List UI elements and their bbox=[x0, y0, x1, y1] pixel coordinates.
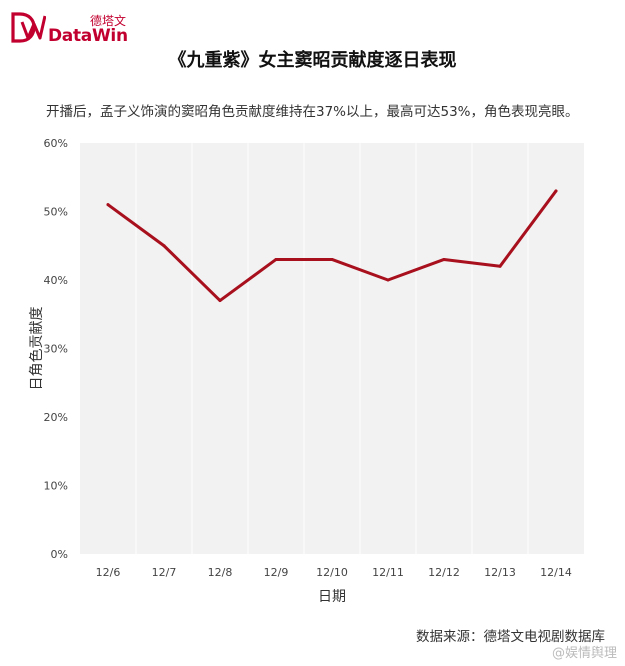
data-point bbox=[106, 203, 110, 207]
data-point bbox=[218, 299, 222, 303]
data-point bbox=[162, 244, 166, 248]
y-axis-ticks: 0% 10% 20% 30% 40% 50% 60% bbox=[44, 137, 68, 561]
y-tick-label: 20% bbox=[44, 411, 68, 424]
brand-name-en: DataWin bbox=[48, 26, 128, 46]
data-point bbox=[554, 189, 558, 193]
watermark: @娱情舆理 bbox=[551, 646, 617, 661]
x-tick-label: 12/14 bbox=[540, 566, 572, 579]
y-tick-label: 40% bbox=[44, 274, 68, 287]
brand-name-cn: 德塔文 bbox=[90, 14, 127, 28]
plot-area bbox=[80, 143, 584, 554]
datawin-logo-mark-icon bbox=[11, 12, 46, 43]
x-tick-label: 12/13 bbox=[484, 566, 516, 579]
x-tick-label: 12/12 bbox=[428, 566, 460, 579]
data-point bbox=[386, 278, 390, 282]
data-point bbox=[498, 264, 502, 268]
chart-title: 《九重紫》女主窦昭贡献度逐日表现 bbox=[168, 50, 457, 71]
x-tick-label: 12/10 bbox=[316, 566, 348, 579]
y-tick-label: 60% bbox=[44, 137, 68, 150]
chart-subtitle: 开播后，孟子义饰演的窦昭角色贡献度维持在37%以上，最高可达53%，角色表现亮眼… bbox=[46, 104, 579, 120]
x-tick-label: 12/11 bbox=[372, 566, 404, 579]
data-source-note: 数据来源：德塔文电视剧数据库 bbox=[416, 629, 605, 645]
y-tick-label: 10% bbox=[44, 480, 68, 493]
x-tick-label: 12/9 bbox=[264, 566, 289, 579]
y-tick-label: 30% bbox=[44, 343, 68, 356]
data-points bbox=[106, 189, 558, 303]
x-axis-ticks: 12/6 12/7 12/8 12/9 12/10 12/11 12/12 12/13 12/1… bbox=[96, 566, 572, 579]
data-point bbox=[274, 257, 278, 261]
x-tick-label: 12/6 bbox=[96, 566, 121, 579]
datawin-logo: 德塔文 DataWin bbox=[10, 10, 140, 46]
x-tick-label: 12/8 bbox=[208, 566, 233, 579]
x-axis-label: 日期 bbox=[318, 589, 346, 605]
data-point bbox=[330, 257, 334, 261]
y-axis-label: 日角色贡献度 bbox=[28, 307, 45, 391]
y-tick-label: 0% bbox=[51, 548, 68, 561]
grid-lines bbox=[135, 143, 529, 554]
data-point bbox=[442, 257, 446, 261]
y-tick-label: 50% bbox=[44, 206, 68, 219]
x-tick-label: 12/7 bbox=[152, 566, 177, 579]
